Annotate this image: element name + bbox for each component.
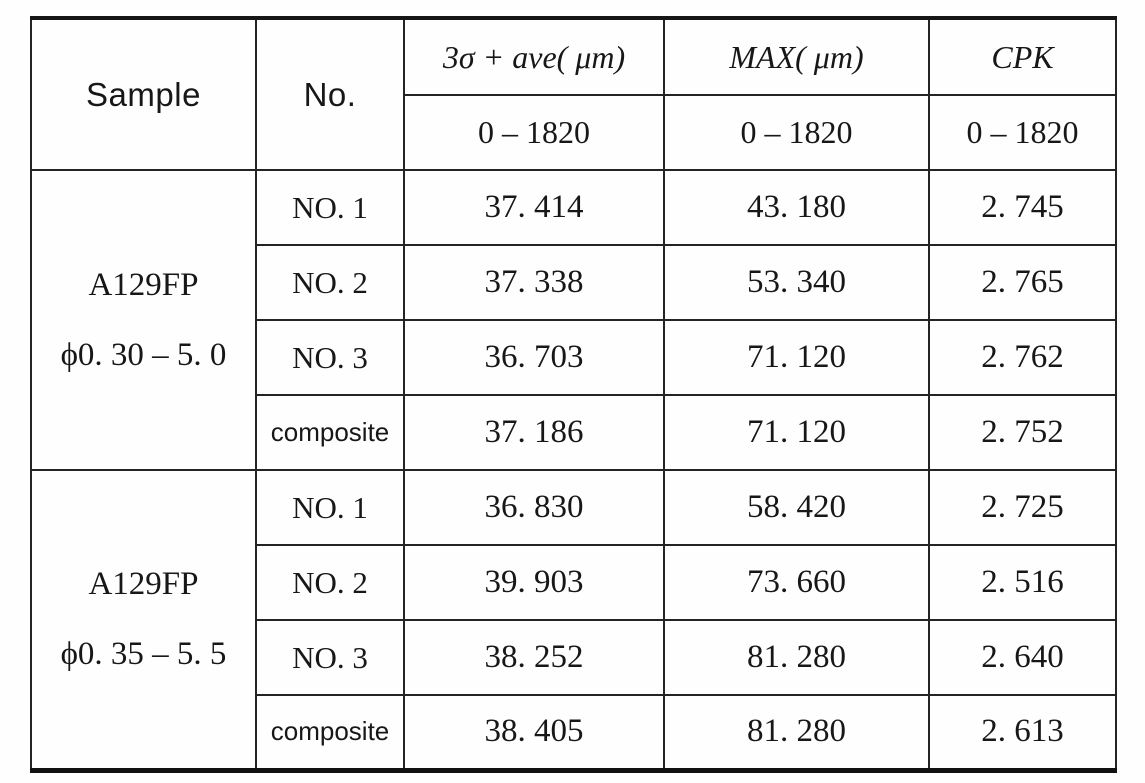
table-row: NO. 2 39. 903 73. 660 2. 516 xyxy=(31,544,1117,621)
cell-max: 71. 120 xyxy=(663,394,930,471)
sample-group-1-spec: ϕ0. 30 – 5. 0 xyxy=(60,337,227,373)
cell-sigma-ave: 36. 830 xyxy=(403,469,665,546)
cell-sigma-ave: 36. 703 xyxy=(403,319,665,396)
sample-group-1-name: A129FP xyxy=(88,267,199,303)
cell-max: 81. 280 xyxy=(663,619,930,696)
cell-cpk: 2. 613 xyxy=(928,694,1117,771)
table-row: NO. 2 37. 338 53. 340 2. 765 xyxy=(31,244,1117,321)
cell-no-composite: composite xyxy=(255,694,405,771)
header-no: No. xyxy=(255,17,405,171)
cell-no: NO. 2 xyxy=(255,244,405,321)
cell-no-composite: composite xyxy=(255,394,405,471)
cell-cpk: 2. 725 xyxy=(928,469,1117,546)
cell-sigma-ave: 38. 405 xyxy=(403,694,665,771)
header-sigma-ave: 3σ + ave( μm) xyxy=(403,17,665,96)
cell-no: NO. 1 xyxy=(255,469,405,546)
cell-sigma-ave: 37. 186 xyxy=(403,394,665,471)
cell-cpk: 2. 752 xyxy=(928,394,1117,471)
table-row: NO. 3 36. 703 71. 120 2. 762 xyxy=(31,319,1117,396)
header-sample: Sample xyxy=(30,17,257,171)
sample-group-1: A129FP ϕ0. 30 – 5. 0 xyxy=(30,169,257,471)
table-row: composite 37. 186 71. 120 2. 752 xyxy=(31,394,1117,471)
table-row: A129FP ϕ0. 30 – 5. 0 NO. 1 37. 414 43. 1… xyxy=(30,169,1117,471)
header-cpk: CPK xyxy=(928,17,1117,96)
cell-max: 81. 280 xyxy=(663,694,930,771)
header-range-cpk: 0 – 1820 xyxy=(928,94,1117,171)
cell-sigma-ave: 37. 414 xyxy=(403,169,665,246)
cell-max: 58. 420 xyxy=(663,469,930,546)
cell-cpk: 2. 640 xyxy=(928,619,1117,696)
header-range-sigma-ave: 0 – 1820 xyxy=(403,94,665,171)
cell-cpk: 2. 762 xyxy=(928,319,1117,396)
cell-max: 73. 660 xyxy=(663,544,930,621)
cell-sigma-ave: 39. 903 xyxy=(403,544,665,621)
cell-no: NO. 2 xyxy=(255,544,405,621)
cell-sigma-ave: 37. 338 xyxy=(403,244,665,321)
header-max: MAX( μm) xyxy=(663,17,930,96)
cell-max: 53. 340 xyxy=(663,244,930,321)
table-row: composite 38. 405 81. 280 2. 613 xyxy=(31,694,1117,771)
cell-sigma-ave: 38. 252 xyxy=(403,619,665,696)
measurement-table: Sample No. 3σ + ave( μm) MAX( μm) CPK 0 … xyxy=(30,16,1117,773)
cell-max: 71. 120 xyxy=(663,319,930,396)
cell-no: NO. 1 xyxy=(255,169,405,246)
cell-cpk: 2. 745 xyxy=(928,169,1117,246)
cell-cpk: 2. 516 xyxy=(928,544,1117,621)
sample-group-2: A129FP ϕ0. 35 – 5. 5 xyxy=(30,469,257,771)
table-row: A129FP ϕ0. 35 – 5. 5 NO. 1 36. 830 58. 4… xyxy=(30,469,1117,771)
cell-max: 43. 180 xyxy=(663,169,930,246)
cell-cpk: 2. 765 xyxy=(928,244,1117,321)
table-row: NO. 3 38. 252 81. 280 2. 640 xyxy=(31,619,1117,696)
cell-no: NO. 3 xyxy=(255,619,405,696)
header-range-max: 0 – 1820 xyxy=(663,94,930,171)
sample-group-2-name: A129FP xyxy=(88,566,199,603)
cell-no: NO. 3 xyxy=(255,319,405,396)
sample-group-2-spec: ϕ0. 35 – 5. 5 xyxy=(60,636,227,673)
